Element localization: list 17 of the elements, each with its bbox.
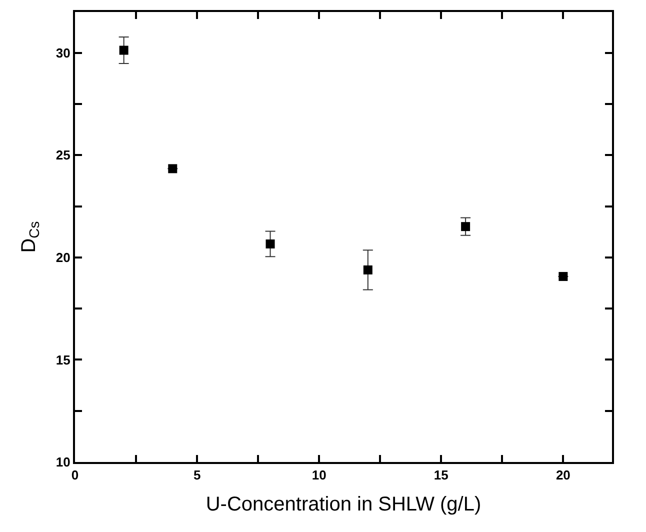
x-tick-label: 10 [312, 468, 326, 483]
x-tick-label: 15 [434, 468, 448, 483]
point [461, 222, 470, 232]
point [558, 272, 568, 281]
point [363, 265, 372, 274]
point [119, 46, 128, 55]
point [168, 164, 178, 174]
x-axis-title: U-Concentration in SHLW (g/L) [206, 494, 482, 516]
y-tick-label: 25 [56, 148, 70, 163]
y-tick-label: 10 [56, 454, 70, 470]
y-tick-label: 20 [56, 250, 70, 265]
y-tick-label: 30 [56, 45, 70, 60]
x-tick-label: 20 [556, 468, 570, 483]
x-tick-label: 0 [71, 468, 79, 483]
x-tick-label: 5 [193, 468, 201, 483]
y-tick-label: 15 [56, 352, 70, 368]
point [266, 239, 275, 248]
